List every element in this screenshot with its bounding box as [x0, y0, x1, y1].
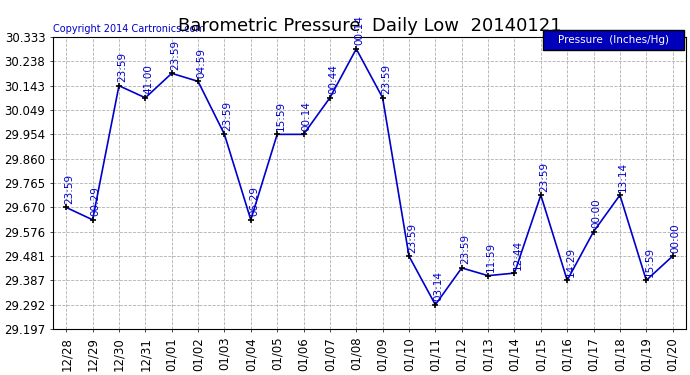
Text: 00:14: 00:14: [355, 15, 364, 45]
Text: Pressure  (Inches/Hg): Pressure (Inches/Hg): [558, 35, 669, 45]
Text: 03:14: 03:14: [433, 271, 444, 301]
Text: 23:59: 23:59: [223, 101, 233, 131]
Text: 41:00: 41:00: [144, 64, 153, 94]
Text: 00:00: 00:00: [671, 223, 681, 253]
Title: Barometric Pressure  Daily Low  20140121: Barometric Pressure Daily Low 20140121: [177, 17, 561, 35]
Text: Copyright 2014 Cartronics.com: Copyright 2014 Cartronics.com: [53, 24, 205, 34]
Text: 04:59: 04:59: [196, 48, 206, 78]
Text: 12:44: 12:44: [513, 240, 522, 270]
Text: 00:00: 00:00: [592, 198, 602, 228]
Text: 23:59: 23:59: [170, 40, 180, 70]
Text: 13:14: 13:14: [618, 162, 628, 192]
Text: 23:59: 23:59: [460, 234, 470, 264]
Text: 23:59: 23:59: [407, 222, 417, 253]
Text: 00:29: 00:29: [91, 186, 101, 216]
Text: 23:59: 23:59: [117, 52, 127, 82]
Text: 23:59: 23:59: [64, 174, 75, 204]
Text: 15:59: 15:59: [275, 101, 286, 131]
Text: 23:59: 23:59: [539, 162, 549, 192]
Text: 11:59: 11:59: [486, 242, 496, 272]
FancyBboxPatch shape: [544, 30, 684, 50]
Text: 15:59: 15:59: [644, 247, 654, 277]
Text: 00:44: 00:44: [328, 64, 338, 94]
Text: 23:59: 23:59: [381, 64, 391, 94]
Text: 06:29: 06:29: [249, 186, 259, 216]
Text: 00:14: 00:14: [302, 101, 312, 131]
Text: 14:29: 14:29: [565, 247, 575, 277]
